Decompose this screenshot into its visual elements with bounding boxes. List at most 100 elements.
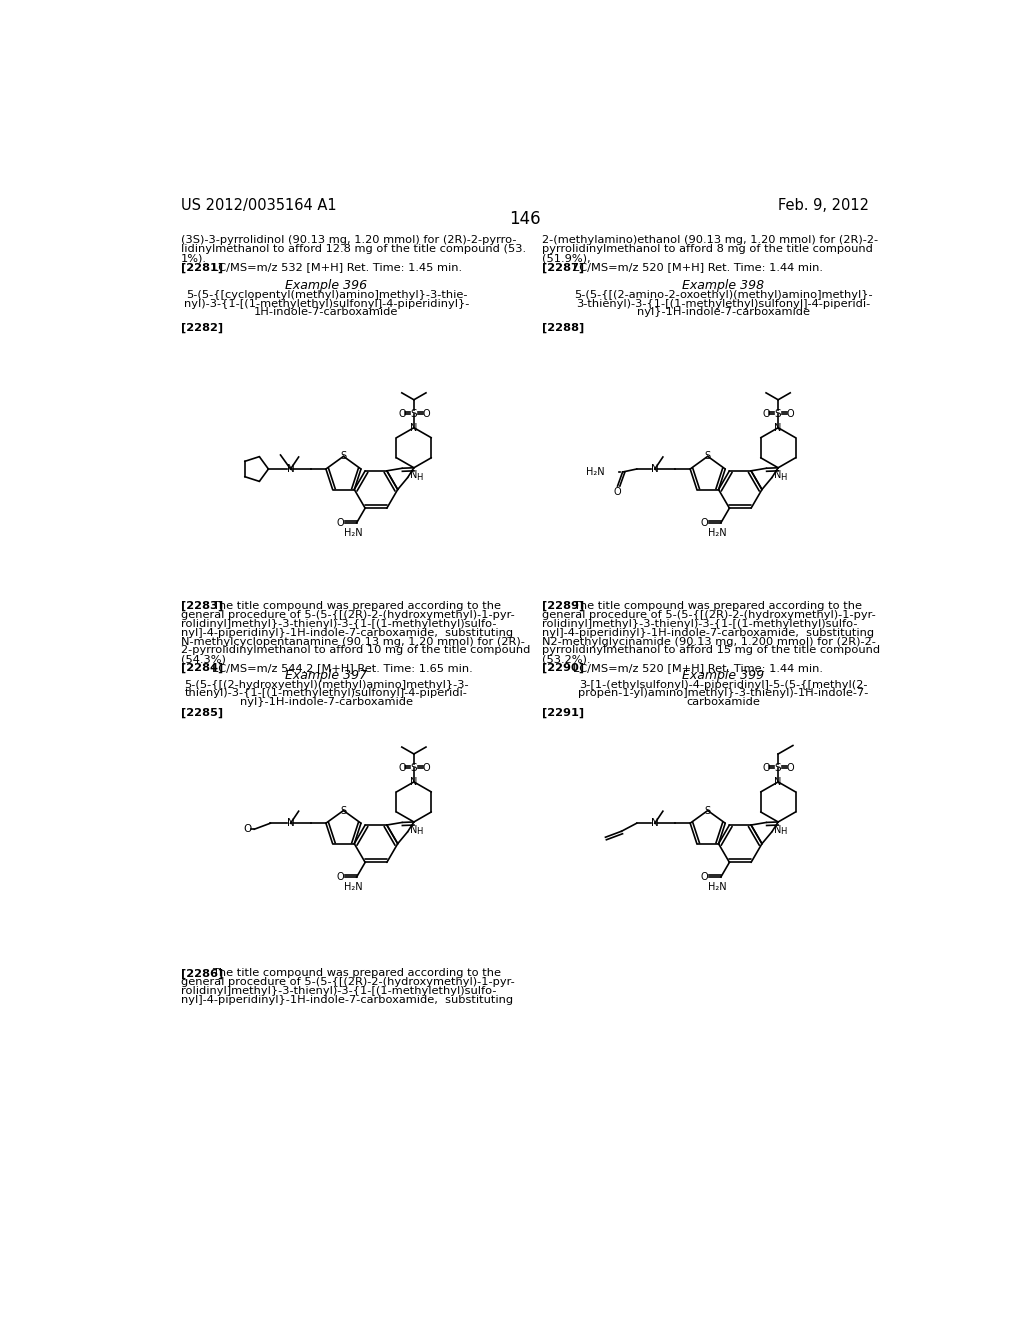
Text: S: S <box>411 409 417 420</box>
Text: [2283]: [2283] <box>180 601 223 611</box>
Text: Example 396: Example 396 <box>286 280 368 292</box>
Text: [2289]: [2289] <box>542 601 584 611</box>
Text: S: S <box>705 451 711 462</box>
Text: [2287]: [2287] <box>542 263 584 273</box>
Text: nyl)-3-{1-[(1-methylethyl)sulfonyl]-4-piperidinyl}-: nyl)-3-{1-[(1-methylethyl)sulfonyl]-4-pi… <box>183 298 469 309</box>
Text: LC/MS=m/z 520 [M+H] Ret. Time: 1.44 min.: LC/MS=m/z 520 [M+H] Ret. Time: 1.44 min. <box>572 663 823 673</box>
Text: general procedure of 5-(5-{[(2R)-2-(hydroxymethyl)-1-pyr-: general procedure of 5-(5-{[(2R)-2-(hydr… <box>542 610 876 620</box>
Text: S: S <box>705 805 711 816</box>
Text: LC/MS=m/z 532 [M+H] Ret. Time: 1.45 min.: LC/MS=m/z 532 [M+H] Ret. Time: 1.45 min. <box>212 263 462 272</box>
Text: (51.9%),: (51.9%), <box>542 253 591 263</box>
Text: (53.2%).: (53.2%). <box>542 655 591 664</box>
Text: rolidinyl]methyl}-3-thienyl)-3-{1-[(1-methylethyl)sulfo-: rolidinyl]methyl}-3-thienyl)-3-{1-[(1-me… <box>180 986 497 997</box>
Text: [2290]: [2290] <box>542 663 584 673</box>
Text: N: N <box>651 818 658 828</box>
Text: 2-pyrrolidinylmethanol to afford 10 mg of the title compound: 2-pyrrolidinylmethanol to afford 10 mg o… <box>180 645 530 656</box>
Text: The title compound was prepared according to the: The title compound was prepared accordin… <box>212 601 501 611</box>
Text: S: S <box>340 805 346 816</box>
Text: general procedure of 5-(5-{[(2R)-2-(hydroxymethyl)-1-pyr-: general procedure of 5-(5-{[(2R)-2-(hydr… <box>180 977 514 987</box>
Text: 1H-indole-7-carboxamide: 1H-indole-7-carboxamide <box>254 308 398 317</box>
Text: O: O <box>422 763 430 774</box>
Text: 5-(5-{[(2-hydroxyethyl)(methyl)amino]methyl}-3-: 5-(5-{[(2-hydroxyethyl)(methyl)amino]met… <box>184 680 469 689</box>
Text: nyl}-1H-indole-7-carboxamide: nyl}-1H-indole-7-carboxamide <box>240 697 413 706</box>
Text: N: N <box>774 422 782 433</box>
Text: thienyl)-3-{1-[(1-methylethyl)sulfonyl]-4-piperidi-: thienyl)-3-{1-[(1-methylethyl)sulfonyl]-… <box>185 688 468 698</box>
Text: Feb. 9, 2012: Feb. 9, 2012 <box>778 198 869 214</box>
Text: S: S <box>775 763 781 774</box>
Text: 3-thienyl)-3-{1-[(1-methylethyl)sulfonyl]-4-piperidi-: 3-thienyl)-3-{1-[(1-methylethyl)sulfonyl… <box>577 298 870 309</box>
Text: N: N <box>287 818 295 828</box>
Text: US 2012/0035164 A1: US 2012/0035164 A1 <box>180 198 336 214</box>
Text: O: O <box>398 763 406 774</box>
Text: (54.3%): (54.3%) <box>180 655 225 664</box>
Text: [2282]: [2282] <box>180 322 223 333</box>
Text: 146: 146 <box>509 210 541 228</box>
Text: 2-(methylamino)ethanol (90.13 mg, 1.20 mmol) for (2R)-2-: 2-(methylamino)ethanol (90.13 mg, 1.20 m… <box>542 235 878 246</box>
Text: Example 399: Example 399 <box>682 669 764 682</box>
Text: [2285]: [2285] <box>180 708 223 718</box>
Text: general procedure of 5-(5-{[(2R)-2-(hydroxymethyl)-1-pyr-: general procedure of 5-(5-{[(2R)-2-(hydr… <box>180 610 514 620</box>
Text: H₂N: H₂N <box>344 528 362 539</box>
Text: S: S <box>340 451 346 462</box>
Text: O: O <box>786 409 794 420</box>
Text: O: O <box>398 409 406 420</box>
Text: rolidinyl]methyl}-3-thienyl)-3-{1-[(1-methylethyl)sulfo-: rolidinyl]methyl}-3-thienyl)-3-{1-[(1-me… <box>180 619 497 628</box>
Text: nyl]-4-piperidinyl}-1H-indole-7-carboxamide,  substituting: nyl]-4-piperidinyl}-1H-indole-7-carboxam… <box>180 628 513 638</box>
Text: H: H <box>416 828 422 837</box>
Text: nyl]-4-piperidinyl}-1H-indole-7-carboxamide,  substituting: nyl]-4-piperidinyl}-1H-indole-7-carboxam… <box>180 995 513 1005</box>
Text: H: H <box>416 473 422 482</box>
Text: pyrrolidinylmethanol to afford 15 mg of the title compound: pyrrolidinylmethanol to afford 15 mg of … <box>542 645 880 656</box>
Text: H₂N: H₂N <box>709 882 727 892</box>
Text: N: N <box>411 422 418 433</box>
Text: carboxamide: carboxamide <box>686 697 760 706</box>
Text: O: O <box>422 409 430 420</box>
Text: nyl]-4-piperidinyl}-1H-indole-7-carboxamide,  substituting: nyl]-4-piperidinyl}-1H-indole-7-carboxam… <box>542 628 873 638</box>
Text: N: N <box>410 470 417 480</box>
Text: S: S <box>775 409 781 420</box>
Text: O: O <box>336 873 344 882</box>
Text: H: H <box>780 828 786 837</box>
Text: H₂N: H₂N <box>344 882 362 892</box>
Text: Example 398: Example 398 <box>682 280 764 292</box>
Text: N2-methylglycinamide (90.13 mg, 1.200 mmol) for (2R)-2-: N2-methylglycinamide (90.13 mg, 1.200 mm… <box>542 636 876 647</box>
Text: [2281]: [2281] <box>180 263 223 273</box>
Text: 1%).: 1%). <box>180 253 207 263</box>
Text: N: N <box>287 465 295 474</box>
Text: [2288]: [2288] <box>542 322 584 333</box>
Text: N: N <box>410 825 417 834</box>
Text: O: O <box>336 517 344 528</box>
Text: S: S <box>411 763 417 774</box>
Text: H: H <box>780 473 786 482</box>
Text: lidinylmethanol to afford 12.8 mg of the title compound (53.: lidinylmethanol to afford 12.8 mg of the… <box>180 244 526 255</box>
Text: [2286]: [2286] <box>180 969 223 978</box>
Text: The title compound was prepared according to the: The title compound was prepared accordin… <box>212 969 501 978</box>
Text: N: N <box>774 777 782 787</box>
Text: N: N <box>411 777 418 787</box>
Text: Example 397: Example 397 <box>286 669 368 682</box>
Text: O: O <box>763 763 770 774</box>
Text: O: O <box>244 824 252 834</box>
Text: O: O <box>700 517 709 528</box>
Text: (3S)-3-pyrrolidinol (90.13 mg, 1.20 mmol) for (2R)-2-pyrro-: (3S)-3-pyrrolidinol (90.13 mg, 1.20 mmol… <box>180 235 516 246</box>
Text: pyrrolidinylmethanol to afford 8 mg of the title compound: pyrrolidinylmethanol to afford 8 mg of t… <box>542 244 872 255</box>
Text: H₂N: H₂N <box>586 467 604 477</box>
Text: LC/MS=m/z 544.2 [M+H] Ret. Time: 1.65 min.: LC/MS=m/z 544.2 [M+H] Ret. Time: 1.65 mi… <box>212 663 472 673</box>
Text: O: O <box>786 763 794 774</box>
Text: O: O <box>700 873 709 882</box>
Text: 5-(5-{[(2-amino-2-oxoethyl)(methyl)amino]methyl}-: 5-(5-{[(2-amino-2-oxoethyl)(methyl)amino… <box>573 290 872 300</box>
Text: 5-(5-{[cyclopentyl(methyl)amino]methyl}-3-thie-: 5-(5-{[cyclopentyl(methyl)amino]methyl}-… <box>185 290 467 300</box>
Text: N: N <box>651 465 658 474</box>
Text: LC/MS=m/z 520 [M+H] Ret. Time: 1.44 min.: LC/MS=m/z 520 [M+H] Ret. Time: 1.44 min. <box>572 263 823 272</box>
Text: N: N <box>774 470 781 480</box>
Text: O: O <box>613 487 622 498</box>
Text: [2291]: [2291] <box>542 708 584 718</box>
Text: O: O <box>763 409 770 420</box>
Text: N-methylcyclopentanamine (90.13 mg, 1.20 mmol) for (2R)-: N-methylcyclopentanamine (90.13 mg, 1.20… <box>180 636 524 647</box>
Text: H₂N: H₂N <box>709 528 727 539</box>
Text: [2284]: [2284] <box>180 663 223 673</box>
Text: 3-[1-(ethylsulfonyl)-4-piperidinyl]-5-(5-{[methyl(2-: 3-[1-(ethylsulfonyl)-4-piperidinyl]-5-(5… <box>579 680 867 689</box>
Text: The title compound was prepared according to the: The title compound was prepared accordin… <box>572 601 862 611</box>
Text: propen-1-yl)amino]methyl}-3-thienyl)-1H-indole-7-: propen-1-yl)amino]methyl}-3-thienyl)-1H-… <box>578 688 868 698</box>
Text: rolidinyl]methyl}-3-thienyl)-3-{1-[(1-methylethyl)sulfo-: rolidinyl]methyl}-3-thienyl)-3-{1-[(1-me… <box>542 619 857 628</box>
Text: nyl}-1H-indole-7-carboxamide: nyl}-1H-indole-7-carboxamide <box>637 308 810 317</box>
